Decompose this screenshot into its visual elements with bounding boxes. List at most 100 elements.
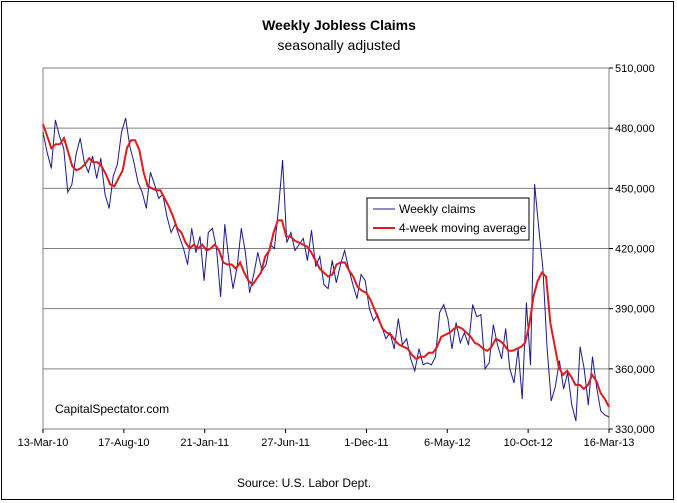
- data-point-weekly-claims: [150, 171, 151, 173]
- data-point-weekly-claims: [216, 248, 217, 249]
- legend-label-moving-average: 4-week moving average: [399, 221, 527, 235]
- data-point-moving-average: [386, 332, 388, 334]
- data-point-weekly-claims: [265, 264, 267, 265]
- data-point-weekly-claims: [96, 177, 98, 179]
- data-point-moving-average: [541, 272, 543, 273]
- data-point-moving-average: [352, 276, 354, 277]
- data-point-moving-average: [248, 280, 249, 281]
- y-tick-label: 450,000: [615, 183, 655, 195]
- data-point-moving-average: [256, 278, 258, 279]
- data-point-moving-average: [600, 392, 601, 394]
- data-point-moving-average: [55, 143, 56, 145]
- data-point-weekly-claims: [257, 252, 259, 253]
- data-point-weekly-claims: [459, 342, 461, 344]
- data-point-weekly-claims: [319, 256, 321, 257]
- data-point-moving-average: [63, 137, 65, 139]
- chart-subtitle: seasonally adjusted: [278, 37, 401, 53]
- data-point-weekly-claims: [455, 322, 457, 324]
- data-point-moving-average: [185, 242, 186, 243]
- data-point-weekly-claims: [604, 414, 606, 416]
- data-point-moving-average: [432, 352, 434, 354]
- data-point-moving-average: [168, 206, 170, 207]
- data-point-moving-average: [487, 350, 488, 352]
- source-note: Source: U.S. Labor Dept.: [237, 476, 371, 490]
- data-point-moving-average: [97, 161, 98, 163]
- data-point-moving-average: [554, 344, 555, 346]
- data-point-moving-average: [570, 376, 572, 378]
- data-point-weekly-claims: [290, 232, 292, 233]
- data-point-weekly-claims: [538, 228, 540, 229]
- data-point-weekly-claims: [550, 400, 552, 402]
- data-point-moving-average: [348, 270, 350, 271]
- x-tick-label: 21-Jan-11: [180, 437, 229, 449]
- x-tick-label: 27-Jun-11: [261, 437, 310, 449]
- data-point-moving-average: [558, 366, 560, 368]
- data-point-weekly-claims: [83, 161, 85, 163]
- x-tick-label: 17-Aug-10: [98, 437, 149, 449]
- y-tick-label: 480,000: [615, 123, 655, 135]
- data-point-moving-average: [520, 346, 522, 348]
- data-point-moving-average: [562, 374, 564, 376]
- y-axis: 510,000 480,000 450,000 420,000 390,000 360,0…: [609, 63, 655, 436]
- data-point-moving-average: [344, 262, 346, 263]
- data-point-moving-average: [46, 135, 48, 137]
- data-point-weekly-claims: [377, 314, 378, 316]
- data-point-moving-average: [403, 346, 404, 348]
- data-point-moving-average: [470, 336, 471, 338]
- data-point-weekly-claims: [583, 368, 585, 370]
- data-point-weekly-claims: [567, 372, 569, 374]
- data-point-weekly-claims: [422, 364, 424, 366]
- data-point-moving-average: [88, 157, 90, 159]
- data-point-moving-average: [264, 256, 266, 257]
- data-point-moving-average: [235, 268, 237, 269]
- data-point-weekly-claims: [178, 236, 180, 237]
- data-point-moving-average: [369, 298, 371, 299]
- data-point-weekly-claims: [571, 404, 573, 406]
- chart-title: Weekly Jobless Claims: [262, 17, 416, 33]
- data-point-moving-average: [101, 165, 103, 167]
- data-point-weekly-claims: [418, 348, 420, 350]
- data-point-moving-average: [172, 216, 174, 217]
- data-point-weekly-claims: [439, 312, 440, 314]
- legend: Weekly claims 4-week moving average: [366, 197, 530, 241]
- data-point-moving-average: [151, 187, 153, 189]
- data-point-weekly-claims: [245, 252, 246, 253]
- data-point-moving-average: [524, 342, 526, 344]
- data-point-weekly-claims: [315, 266, 317, 267]
- legend-label-weekly-claims: Weekly claims: [399, 202, 475, 216]
- data-point-moving-average: [336, 264, 337, 265]
- data-point-moving-average: [285, 236, 287, 237]
- data-point-moving-average: [394, 340, 396, 342]
- data-point-weekly-claims: [488, 362, 490, 364]
- data-point-moving-average: [105, 173, 107, 175]
- data-point-weekly-claims: [183, 248, 184, 249]
- data-point-weekly-claims: [596, 386, 597, 388]
- data-point-weekly-claims: [203, 280, 205, 281]
- data-point-moving-average: [503, 344, 505, 346]
- data-point-moving-average: [176, 228, 178, 229]
- data-point-weekly-claims: [88, 171, 89, 173]
- data-point-weekly-claims: [199, 236, 201, 237]
- grid-lines: [43, 127, 609, 370]
- data-point-moving-average: [445, 334, 446, 336]
- data-point-weekly-claims: [480, 314, 482, 316]
- data-point-moving-average: [92, 161, 94, 163]
- data-point-moving-average: [310, 252, 312, 253]
- data-point-moving-average: [181, 232, 182, 233]
- data-point-moving-average: [579, 384, 581, 386]
- data-point-weekly-claims: [249, 292, 251, 293]
- data-point-weekly-claims: [154, 183, 155, 185]
- data-point-weekly-claims: [92, 155, 93, 157]
- data-point-weekly-claims: [133, 161, 135, 163]
- data-point-moving-average: [67, 151, 69, 153]
- data-point-moving-average: [478, 344, 480, 346]
- data-point-weekly-claims: [207, 232, 209, 233]
- data-point-moving-average: [315, 260, 316, 261]
- data-point-moving-average: [399, 344, 400, 346]
- data-point-weekly-claims: [526, 302, 527, 303]
- data-point-moving-average: [118, 177, 119, 179]
- data-point-weekly-claims: [129, 145, 131, 147]
- data-point-moving-average: [604, 398, 606, 400]
- series-moving-average-line: [42, 123, 610, 408]
